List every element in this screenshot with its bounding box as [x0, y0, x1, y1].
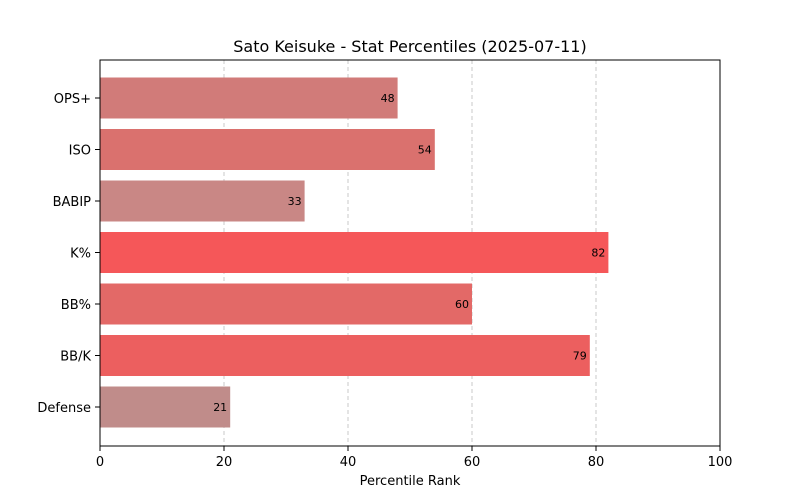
x-tick-label: 40	[340, 455, 357, 470]
y-tick-label: OPS+	[54, 92, 91, 107]
bar-value-label: 54	[418, 144, 432, 157]
x-axis: 0 20 40 60 80 100	[96, 446, 733, 470]
x-tick-label: 60	[464, 455, 481, 470]
bar	[100, 129, 435, 170]
x-tick-label: 100	[708, 455, 733, 470]
y-axis: OPS+ ISO BABIP K% BB% BB/K Defense	[37, 92, 100, 416]
chart-title: Sato Keisuke - Stat Percentiles (2025-07…	[233, 37, 586, 56]
bar	[100, 180, 305, 222]
y-tick-label: BB/K	[60, 350, 91, 365]
y-tick-label: BB%	[61, 298, 91, 313]
bar-value-label: 79	[573, 350, 587, 363]
bar-value-label: 33	[288, 195, 302, 208]
bar	[100, 232, 609, 273]
y-tick-label: Defense	[37, 401, 91, 416]
y-tick-label: K%	[70, 247, 91, 262]
y-tick-label: BABIP	[53, 195, 92, 210]
bar-value-label: 60	[455, 298, 469, 311]
bar	[100, 335, 590, 376]
x-tick-label: 80	[588, 455, 605, 470]
bar-value-label: 48	[381, 92, 395, 105]
bar	[100, 386, 231, 428]
y-tick-label: ISO	[69, 144, 91, 159]
bar	[100, 77, 398, 119]
x-axis-label: Percentile Rank	[360, 474, 461, 489]
x-tick-label: 0	[96, 455, 104, 470]
bar-value-label: 82	[591, 247, 605, 260]
x-tick-label: 20	[216, 455, 233, 470]
bars: 48 54 33 82 60 79 21	[100, 77, 609, 428]
bar	[100, 283, 472, 325]
bar-value-label: 21	[213, 401, 227, 414]
